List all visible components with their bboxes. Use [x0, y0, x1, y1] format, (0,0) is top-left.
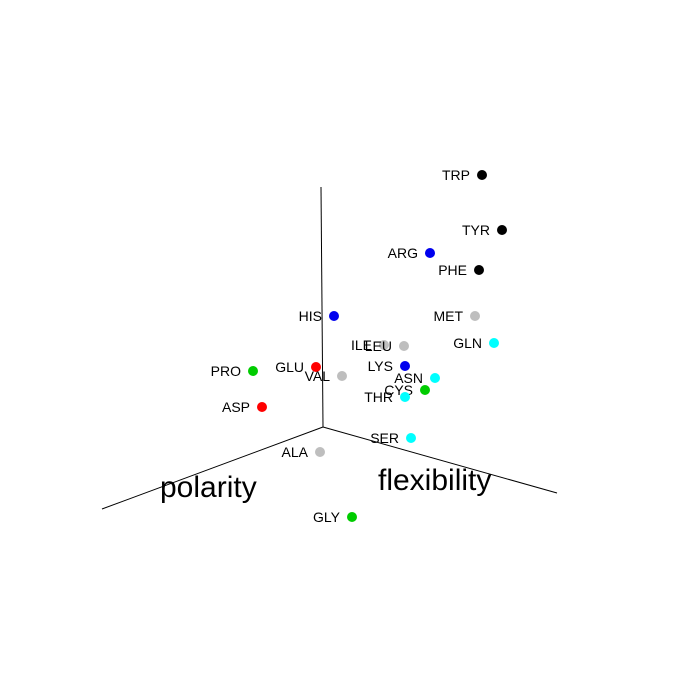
point-ala: ALA	[282, 444, 325, 460]
point-label-thr: THR	[364, 389, 393, 405]
point-marker-arg	[425, 248, 435, 258]
flexibility-axis-line	[322, 426, 558, 494]
point-label-asp: ASP	[222, 399, 250, 415]
point-label-leu: LEU	[365, 338, 392, 354]
point-label-ser: SER	[370, 430, 399, 446]
point-label-gln: GLN	[453, 335, 482, 351]
point-label-ile: ILE	[351, 337, 372, 353]
point-met: MET	[433, 308, 480, 324]
point-marker-asp	[257, 402, 267, 412]
point-thr: THR	[364, 389, 410, 405]
point-ile: ILE	[351, 337, 389, 353]
point-ser: SER	[370, 430, 416, 446]
point-marker-his	[329, 311, 339, 321]
point-gln: GLN	[453, 335, 499, 351]
point-marker-asn	[430, 373, 440, 383]
point-label-arg: ARG	[388, 245, 418, 261]
point-label-met: MET	[433, 308, 463, 324]
point-marker-met	[470, 311, 480, 321]
point-label-val: VAL	[305, 368, 331, 384]
point-trp: TRP	[442, 167, 487, 183]
point-marker-leu	[399, 341, 409, 351]
point-pro: PRO	[211, 363, 258, 379]
point-label-trp: TRP	[442, 167, 470, 183]
point-label-lys: LYS	[368, 358, 393, 374]
point-label-pro: PRO	[211, 363, 241, 379]
point-val: VAL	[305, 368, 347, 384]
point-phe: PHE	[438, 262, 484, 278]
point-tyr: TYR	[462, 222, 507, 238]
point-gly: GLY	[313, 509, 357, 525]
point-marker-phe	[474, 265, 484, 275]
point-marker-tyr	[497, 225, 507, 235]
point-marker-gly	[347, 512, 357, 522]
axes: polarity flexibility	[101, 186, 558, 510]
point-label-phe: PHE	[438, 262, 467, 278]
point-label-glu: GLU	[275, 359, 304, 375]
point-asn: ASN	[394, 370, 440, 386]
point-marker-ile	[379, 340, 389, 350]
point-marker-pro	[248, 366, 258, 376]
point-marker-ala	[315, 447, 325, 457]
point-marker-lys	[400, 361, 410, 371]
point-marker-val	[337, 371, 347, 381]
point-leu: LEU	[365, 338, 409, 354]
point-lys: LYS	[368, 358, 410, 374]
point-marker-thr	[400, 392, 410, 402]
point-marker-gln	[489, 338, 499, 348]
point-label-asn: ASN	[394, 370, 423, 386]
point-marker-cys	[420, 385, 430, 395]
point-marker-ser	[406, 433, 416, 443]
polarity-axis-line	[101, 426, 324, 510]
vertical-axis-line	[320, 186, 324, 428]
point-his: HIS	[299, 308, 339, 324]
point-glu: GLU	[275, 359, 321, 375]
point-marker-glu	[311, 362, 321, 372]
polarity-axis-label: polarity	[160, 471, 257, 504]
flexibility-axis-label: flexibility	[378, 464, 491, 497]
point-label-ala: ALA	[282, 444, 309, 460]
point-asp: ASP	[222, 399, 267, 415]
point-label-tyr: TYR	[462, 222, 490, 238]
point-label-his: HIS	[299, 308, 322, 324]
point-arg: ARG	[388, 245, 435, 261]
point-label-gly: GLY	[313, 509, 341, 525]
point-marker-trp	[477, 170, 487, 180]
